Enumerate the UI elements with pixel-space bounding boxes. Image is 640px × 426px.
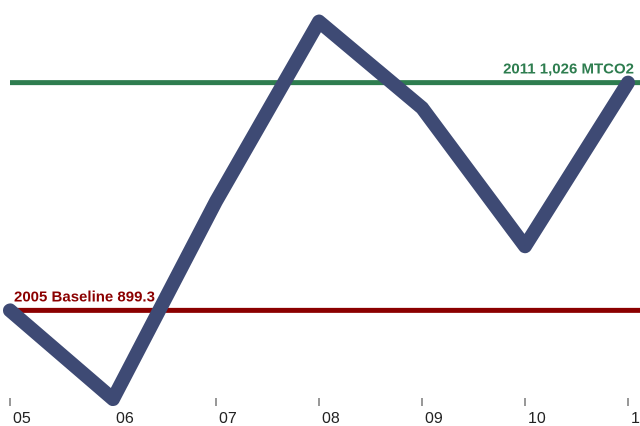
data-point xyxy=(9,309,11,312)
x-tick-label: 08 xyxy=(322,410,340,426)
x-tick-label: 11 xyxy=(631,410,640,426)
data-point xyxy=(627,81,629,84)
series-line xyxy=(3,14,635,407)
x-tick-label: 05 xyxy=(13,410,31,426)
x-tick-label: 10 xyxy=(528,410,546,426)
reference-line-label: 2005 Baseline 899.3 xyxy=(14,288,155,305)
data-point xyxy=(524,245,526,248)
reference-labels: 2011 1,026 MTCO2 2005 Baseline 899.3 xyxy=(14,61,634,306)
x-tick-label: 06 xyxy=(116,410,134,426)
data-point xyxy=(318,20,320,23)
reference-line-label: 2011 1,026 MTCO2 xyxy=(503,61,634,78)
data-point xyxy=(215,200,217,203)
data-point xyxy=(421,106,423,109)
series-lines xyxy=(3,14,635,407)
x-axis-ticks: 05 06 07 08 09 10 11 xyxy=(9,398,640,426)
reference-lines xyxy=(10,80,640,313)
x-tick-label: 07 xyxy=(219,410,237,426)
data-point xyxy=(112,398,114,401)
x-tick-label: 09 xyxy=(425,410,443,426)
